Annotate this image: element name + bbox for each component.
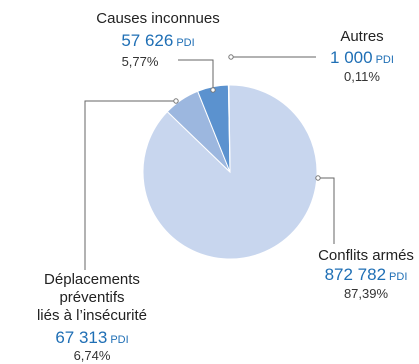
slice-unit-causes-inconnues: PDI <box>176 37 194 49</box>
slice-unit-autres: PDI <box>376 54 394 66</box>
slice-name-line1-deplacements: Déplacements <box>44 271 140 288</box>
pie-slices <box>142 84 318 260</box>
leader-line-causes-inconnues <box>178 59 214 90</box>
slice-value-conflits-armes: 872 782 <box>325 265 386 284</box>
label-autres: Autres 1 000 PDI 0,11% <box>330 28 394 84</box>
slice-unit-conflits-armes: PDI <box>389 271 407 283</box>
slice-value-causes-inconnues: 57 626 <box>121 31 173 50</box>
slice-percent-autres: 0,11% <box>344 69 380 84</box>
label-conflits-armes: Conflits armés 872 782 PDI 87,39% <box>318 247 414 301</box>
slice-name-line2-deplacements: préventifs <box>59 289 124 306</box>
slice-value-autres: 1 000 <box>330 48 373 67</box>
slice-value-deplacements: 67 313 <box>55 328 107 347</box>
leader-line-conflits-armes <box>318 177 335 244</box>
pie-slice-autres <box>227 84 231 173</box>
leader-dot-conflits-armes <box>315 175 321 181</box>
label-causes-inconnues: Causes inconnues 57 626 PDI 5,77% <box>96 10 219 69</box>
slice-percent-causes-inconnues: 5,77% <box>122 54 159 69</box>
label-deplacements-preventifs: Déplacements préventifs liés à l’insécur… <box>37 271 147 363</box>
slice-name-causes-inconnues: Causes inconnues <box>96 10 219 27</box>
leader-dot-deplacements <box>173 98 179 104</box>
slice-name-line3-deplacements: liés à l’insécurité <box>37 307 147 324</box>
slice-percent-conflits-armes: 87,39% <box>344 286 389 301</box>
leader-dot-causes-inconnues <box>210 87 216 93</box>
slice-unit-deplacements: PDI <box>110 334 128 346</box>
slice-percent-deplacements: 6,74% <box>74 348 111 363</box>
slice-name-conflits-armes: Conflits armés <box>318 247 414 264</box>
leader-lines <box>84 54 335 270</box>
slice-name-autres: Autres <box>340 28 383 45</box>
leader-dot-autres <box>228 54 234 60</box>
leader-line-deplacements <box>84 100 176 270</box>
